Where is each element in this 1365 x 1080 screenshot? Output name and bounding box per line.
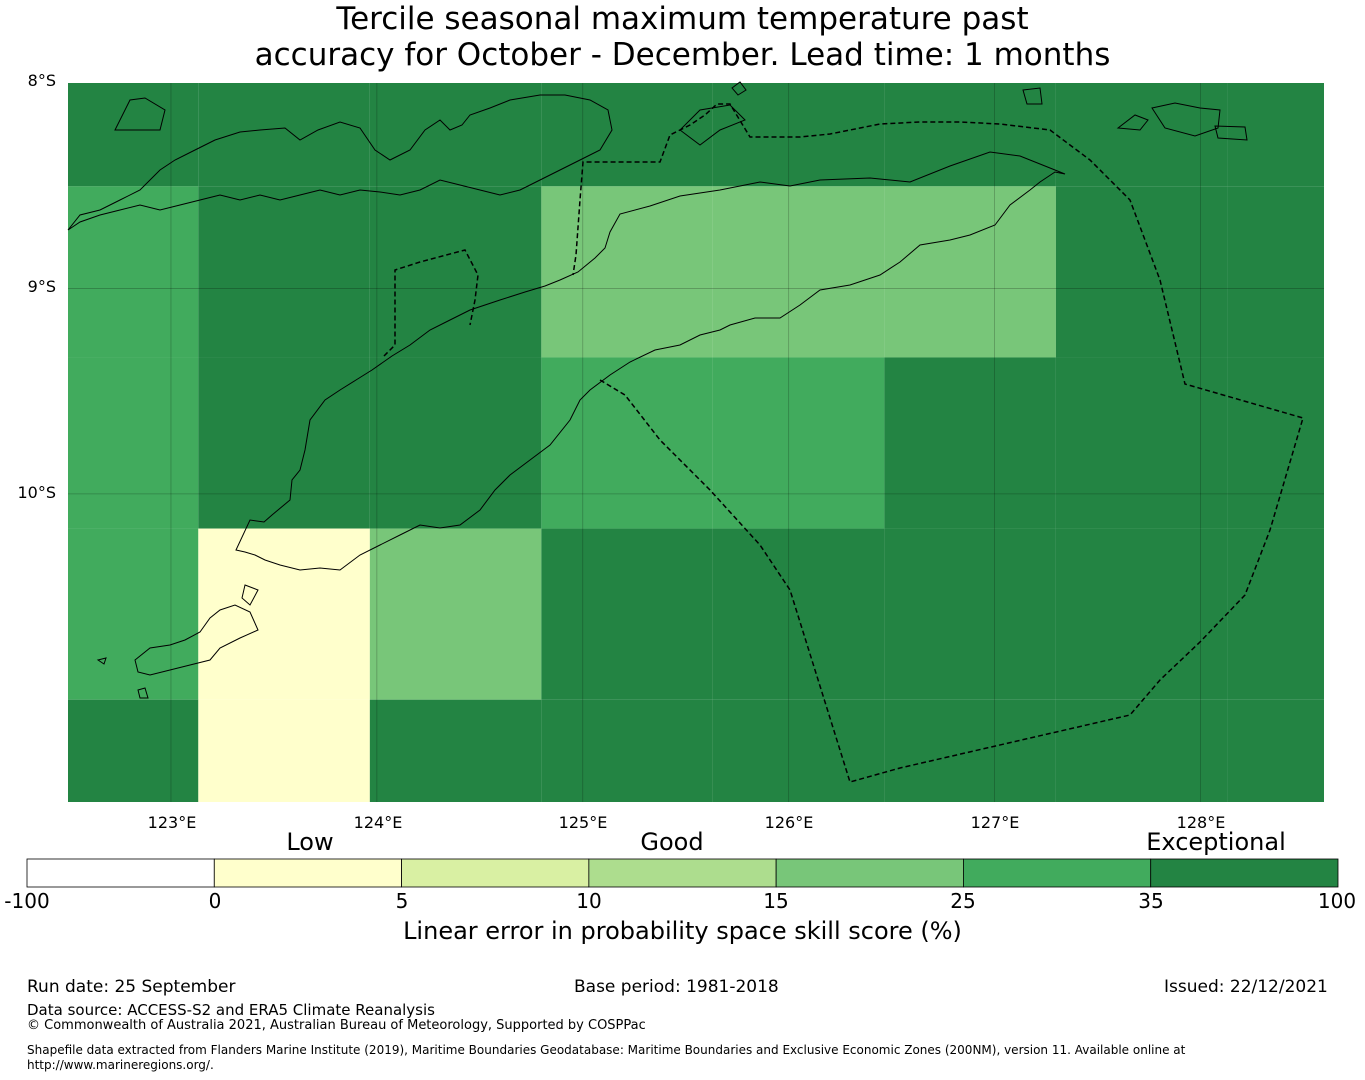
grid-cell-exceptional: [198, 357, 370, 529]
coastline-savu: [137, 687, 149, 699]
grid-cell-exceptional: [712, 528, 885, 700]
run-date: Run date: 25 September: [27, 977, 236, 997]
lon-label-127e: 127°E: [970, 813, 1020, 832]
grid-cell-exceptional: [541, 699, 713, 802]
graticule: [68, 83, 1324, 802]
colorbar-title: Linear error in probability space skill …: [403, 917, 962, 945]
colorbar-segment: [588, 858, 777, 888]
title-line-1: Tercile seasonal maximum temperature pas…: [336, 1, 1029, 37]
grid-cell-exceptional: [68, 83, 199, 187]
grid-cell-very_good: [68, 186, 199, 358]
coastline-timor: [235, 151, 1066, 571]
grid-cell-exceptional: [198, 83, 370, 187]
base-period: Base period: 1981-2018: [574, 977, 779, 997]
colorbar-segment: [775, 858, 964, 888]
coastline-islet-4: [1214, 125, 1248, 141]
grid-cell-good: [369, 528, 542, 700]
coastline-islet-3: [1151, 102, 1221, 137]
grid-cell-exceptional: [369, 357, 542, 529]
lat-label-10s: 10°S: [17, 483, 56, 502]
grid-cell-exceptional: [1055, 186, 1228, 358]
lon-label-128e: 128°E: [1176, 813, 1226, 832]
colorbar-category-low: Low: [286, 828, 334, 856]
eez-boundary-east: [572, 103, 1304, 783]
coastline-islet-6: [96, 657, 107, 665]
coastline-islet-2: [1116, 114, 1149, 131]
colorbar-segment: [1150, 858, 1339, 888]
skill-grid: [68, 83, 1324, 802]
colorbar: [26, 858, 1339, 888]
lon-label-123e: 123°E: [147, 813, 197, 832]
colorbar-tick: 5: [395, 889, 409, 913]
grid-cell-good: [712, 186, 885, 358]
coastline-alor: [114, 97, 166, 131]
lat-label-8s: 8°S: [27, 71, 56, 90]
colorbar-segment: [963, 858, 1152, 888]
grid-cell-exceptional: [712, 699, 885, 802]
shapefile-credit: Shapefile data extracted from Flanders M…: [27, 1043, 1186, 1072]
grid-cell-exceptional: [1227, 186, 1324, 358]
coastline-islet-7: [241, 584, 259, 606]
grid-cell-low: [198, 699, 370, 802]
coastline-flores: [67, 94, 613, 231]
lat-label-9s: 9°S: [27, 277, 56, 296]
grid-cell-exceptional: [1227, 83, 1324, 187]
coastline-wetar: [679, 104, 746, 146]
grid-cell-exceptional: [1227, 357, 1324, 529]
grid-cell-very_good: [68, 528, 199, 700]
grid-cell-exceptional: [369, 83, 542, 187]
issued-date: Issued: 22/12/2021: [1164, 977, 1328, 997]
lon-label-125e: 125°E: [558, 813, 608, 832]
grid-cell-exceptional: [369, 699, 542, 802]
grid-cell-exceptional: [198, 186, 370, 358]
grid-cell-exceptional: [884, 699, 1056, 802]
coastlines: [67, 81, 1248, 699]
coastline-islet-1: [1022, 87, 1043, 105]
title-line-2: accuracy for October - December. Lead ti…: [254, 37, 1111, 73]
colorbar-tick: 0: [208, 889, 222, 913]
grid-cell-exceptional: [1055, 83, 1228, 187]
coastline-islet-5: [731, 81, 747, 96]
grid-cell-exceptional: [541, 83, 713, 187]
grid-cell-exceptional: [1055, 357, 1228, 529]
colorbar-tick: 25: [950, 889, 976, 913]
eez-boundaries: [383, 103, 1304, 783]
grid-cell-exceptional: [541, 528, 713, 700]
grid-cell-good: [884, 186, 1056, 358]
colorbar-category-good: Good: [640, 828, 704, 856]
colorbar-segment: [26, 858, 215, 888]
grid-cell-exceptional: [68, 699, 199, 802]
grid-cell-good: [541, 186, 713, 358]
colorbar-category-exceptional: Exceptional: [1146, 828, 1286, 856]
grid-cell-exceptional: [884, 528, 1056, 700]
colorbar-segment: [401, 858, 590, 888]
grid-cell-exceptional: [1227, 699, 1324, 802]
eez-boundary-oecusse: [383, 249, 479, 357]
colorbar-tick: -100: [4, 889, 50, 913]
coastline-rote: [134, 604, 259, 676]
grid-cell-exceptional: [884, 357, 1056, 529]
lon-label-126e: 126°E: [764, 813, 814, 832]
copyright: © Commonwealth of Australia 2021, Austra…: [27, 1018, 646, 1033]
grid-cell-exceptional: [1055, 699, 1228, 802]
grid-cell-exceptional: [1227, 528, 1324, 700]
grid-cell-exceptional: [712, 83, 885, 187]
colorbar-segment: [213, 858, 402, 888]
colorbar-tick: 15: [763, 889, 789, 913]
grid-cell-very_good: [712, 357, 885, 529]
grid-cell-exceptional: [1055, 528, 1228, 700]
lon-label-124e: 124°E: [353, 813, 403, 832]
colorbar-tick: 35: [1138, 889, 1164, 913]
grid-cell-very_good: [541, 357, 713, 529]
data-source: Data source: ACCESS-S2 and ERA5 Climate …: [27, 1001, 435, 1019]
grid-cell-very_good: [68, 357, 199, 529]
grid-cell-low: [198, 528, 370, 700]
grid-cell-exceptional: [884, 83, 1056, 187]
grid-cell-exceptional: [369, 186, 542, 358]
colorbar-tick: 100: [1317, 889, 1357, 913]
colorbar-tick: 10: [576, 889, 602, 913]
